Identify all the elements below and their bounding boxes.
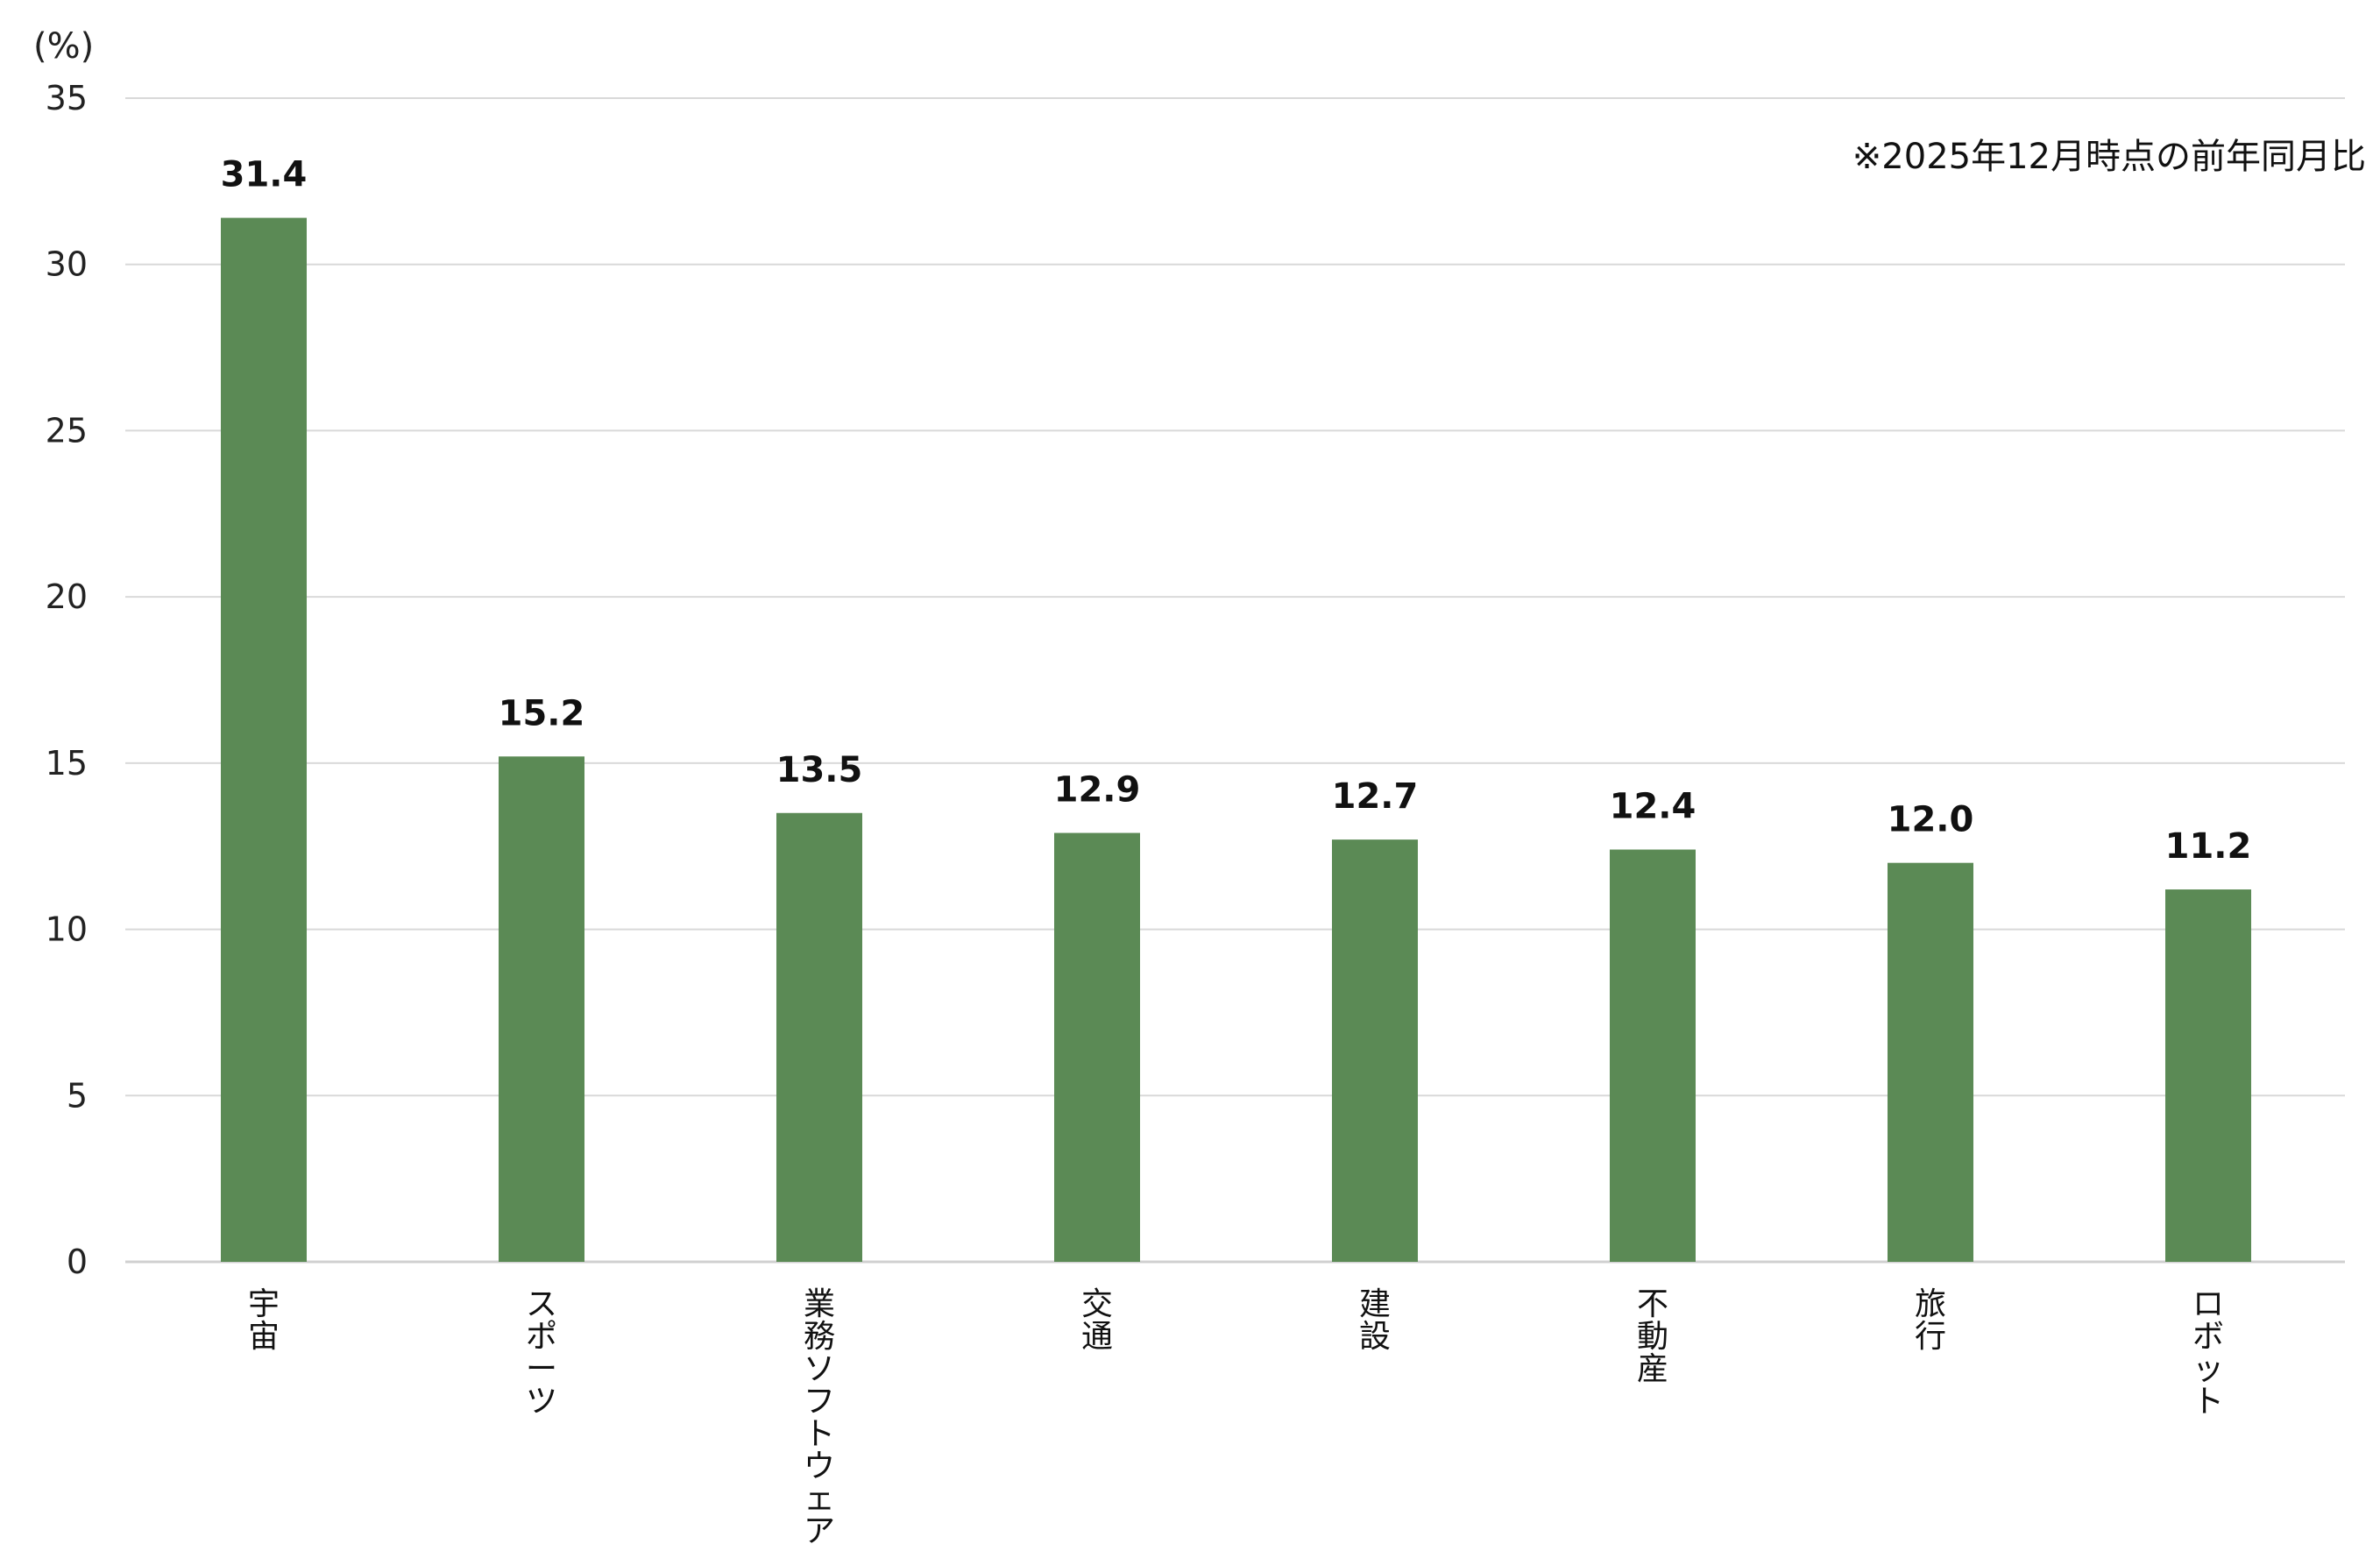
y-tick-label: 15 [46, 744, 88, 783]
bar [1332, 839, 1418, 1262]
label-layer: 31.4 宇宙 15.2 スポーツ 13.5 業務ソフトウェア 12.9 交通 12.7 建設 12… [221, 155, 2252, 1544]
y-axis-unit-label: (%) [33, 26, 94, 67]
bar [1888, 862, 1973, 1262]
bar [1054, 832, 1140, 1262]
data-label: 15.2 [499, 693, 585, 733]
data-label: 12.7 [1332, 776, 1419, 817]
y-tick-label: 0 [67, 1243, 88, 1281]
bar [2165, 889, 2251, 1262]
data-label: 12.4 [1610, 787, 1696, 827]
data-label: 11.2 [2165, 826, 2252, 867]
category-label: スポーツ [526, 1286, 557, 1420]
y-tick-label: 10 [46, 910, 88, 949]
bar [1610, 849, 1696, 1262]
grid-layer: 0 5 10 15 20 25 30 35 [46, 79, 2345, 1281]
chart-note: ※2025年12月時点の前年同月比 [1852, 137, 2366, 177]
category-label: 交通 [1081, 1286, 1113, 1355]
category-label: ロボット [2192, 1286, 2224, 1420]
y-tick-label: 5 [67, 1076, 88, 1115]
y-tick-label: 35 [46, 79, 88, 117]
bar [776, 812, 862, 1262]
data-label: 12.0 [1888, 800, 1974, 840]
data-label: 12.9 [1054, 770, 1141, 811]
bar-layer [221, 217, 2251, 1263]
y-tick-label: 30 [46, 245, 88, 284]
bar [499, 756, 584, 1262]
category-label: 建設 [1359, 1286, 1391, 1355]
category-label: 不動産 [1637, 1286, 1668, 1387]
category-label: 宇宙 [248, 1286, 280, 1355]
y-tick-label: 25 [46, 411, 88, 450]
bar [221, 217, 307, 1263]
data-label: 13.5 [776, 750, 863, 790]
y-tick-label: 20 [46, 577, 88, 616]
category-label: 旅行 [1915, 1286, 1946, 1355]
category-label: 業務ソフトウェア [804, 1286, 835, 1544]
data-label: 31.4 [221, 155, 308, 195]
